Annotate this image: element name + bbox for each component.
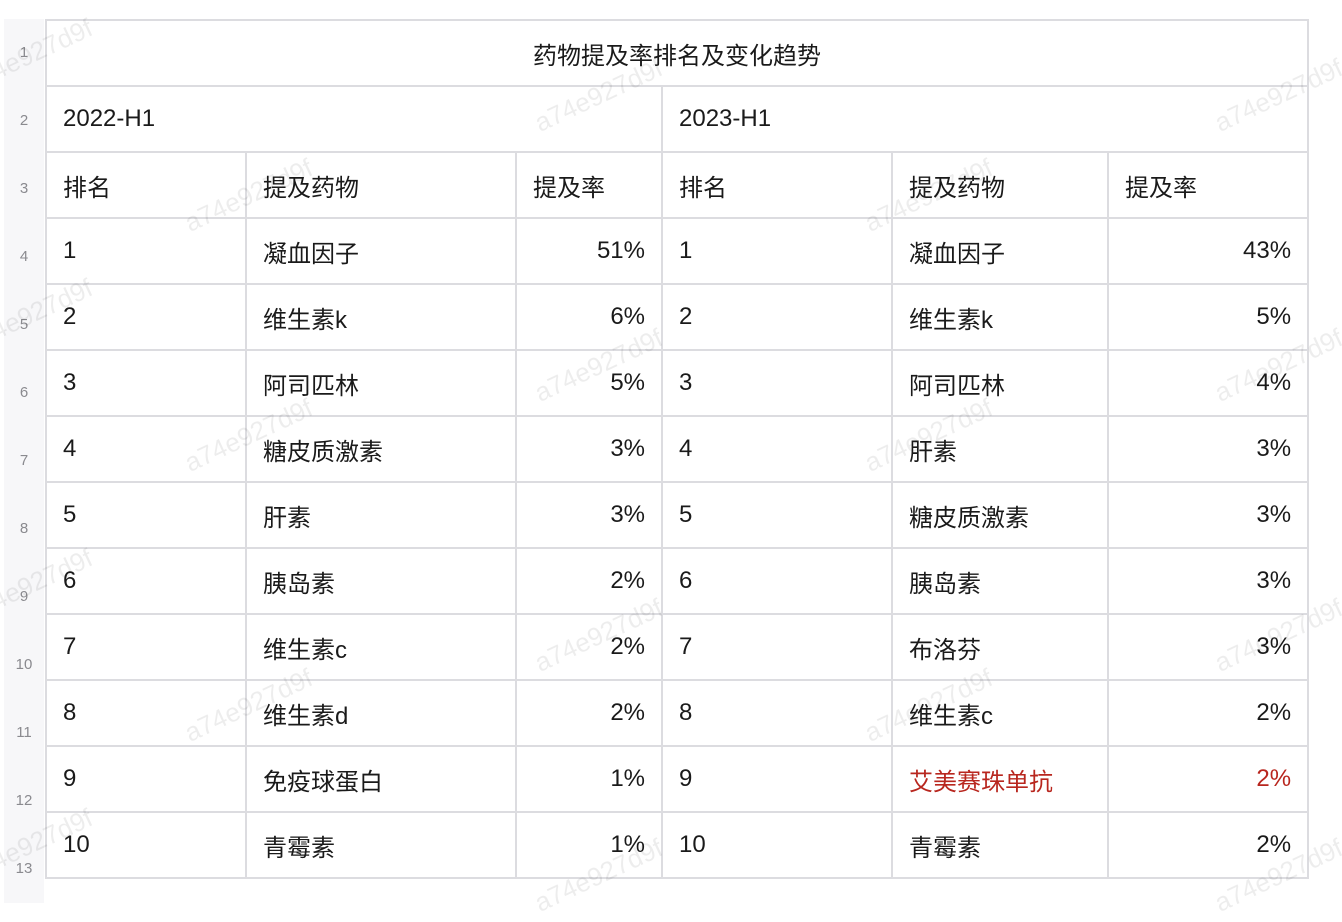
drug-mention-table: 药物提及率排名及变化趋势 2022-H1 2023-H1 排名 提及药物 提及率…: [44, 19, 1310, 879]
row-number[interactable]: 13: [15, 860, 33, 877]
cell-rank[interactable]: 3: [661, 349, 893, 417]
row-number[interactable]: 10: [15, 656, 33, 673]
header-rate[interactable]: 提及率: [515, 151, 663, 219]
cell-rate[interactable]: 2%: [515, 547, 663, 615]
period-2022[interactable]: 2022-H1: [45, 85, 663, 153]
table-title[interactable]: 药物提及率排名及变化趋势: [44, 19, 1310, 87]
cell-drug[interactable]: 青霉素: [245, 811, 517, 879]
cell-rank[interactable]: 8: [45, 679, 247, 747]
row-number[interactable]: 4: [19, 248, 29, 265]
cell-rate[interactable]: 43%: [1106, 217, 1310, 285]
header-rank[interactable]: 排名: [45, 151, 247, 219]
cell-rate[interactable]: 2%: [515, 613, 663, 681]
cell-rank[interactable]: 6: [661, 547, 893, 615]
cell-rank[interactable]: 3: [45, 349, 247, 417]
table-row: 8 维生素d 2% 8 维生素c 2%: [45, 679, 1310, 747]
cell-drug[interactable]: 维生素k: [891, 283, 1109, 351]
cell-rate[interactable]: 3%: [1106, 415, 1310, 483]
cell-rank[interactable]: 9: [45, 745, 247, 813]
cell-rate[interactable]: 51%: [515, 217, 663, 285]
cell-drug[interactable]: 维生素d: [245, 679, 517, 747]
cell-rate[interactable]: 5%: [1106, 283, 1310, 351]
cell-rank[interactable]: 10: [661, 811, 893, 879]
cell-drug[interactable]: 肝素: [245, 481, 517, 549]
cell-rate[interactable]: 3%: [515, 481, 663, 549]
cell-rate[interactable]: 3%: [1106, 481, 1310, 549]
cell-drug[interactable]: 布洛芬: [891, 613, 1109, 681]
row-number[interactable]: 7: [19, 452, 29, 469]
cell-drug[interactable]: 维生素c: [245, 613, 517, 681]
cell-rate[interactable]: 3%: [515, 415, 663, 483]
table-row: 7 维生素c 2% 7 布洛芬 3%: [45, 613, 1310, 681]
cell-drug[interactable]: 阿司匹林: [891, 349, 1109, 417]
table-row: 10 青霉素 1% 10 青霉素 2%: [45, 811, 1310, 879]
row-number[interactable]: 1: [19, 44, 29, 61]
row-number[interactable]: 12: [15, 792, 33, 809]
row-number[interactable]: 9: [19, 588, 29, 605]
row-number[interactable]: 3: [19, 180, 29, 197]
cell-rate[interactable]: 3%: [1106, 547, 1310, 615]
cell-rate[interactable]: 3%: [1106, 613, 1310, 681]
cell-rank[interactable]: 1: [45, 217, 247, 285]
cell-drug[interactable]: 肝素: [891, 415, 1109, 483]
cell-rank[interactable]: 5: [661, 481, 893, 549]
cell-rate[interactable]: 5%: [515, 349, 663, 417]
cell-rank[interactable]: 9: [661, 745, 893, 813]
cell-rate[interactable]: 1%: [515, 811, 663, 879]
header-drug[interactable]: 提及药物: [245, 151, 517, 219]
row-number-column: 1 2 3 4 5 6 7 8 9 10 11 12 13: [4, 19, 44, 903]
cell-drug[interactable]: 糖皮质激素: [245, 415, 517, 483]
cell-drug[interactable]: 胰岛素: [891, 547, 1109, 615]
table-row: 5 肝素 3% 5 糖皮质激素 3%: [45, 481, 1310, 549]
cell-rank[interactable]: 10: [45, 811, 247, 879]
row-number[interactable]: 5: [19, 316, 29, 333]
table-row: 1 凝血因子 51% 1 凝血因子 43%: [45, 217, 1310, 285]
table-row: 2 维生素k 6% 2 维生素k 5%: [45, 283, 1310, 351]
cell-rank[interactable]: 2: [45, 283, 247, 351]
cell-drug[interactable]: 艾美赛珠单抗: [891, 745, 1109, 813]
cell-rate[interactable]: 4%: [1106, 349, 1310, 417]
cell-drug[interactable]: 免疫球蛋白: [245, 745, 517, 813]
table-row: 9 免疫球蛋白 1% 9 艾美赛珠单抗 2%: [45, 745, 1310, 813]
cell-rank[interactable]: 5: [45, 481, 247, 549]
cell-rate[interactable]: 1%: [515, 745, 663, 813]
cell-rate[interactable]: 2%: [1106, 745, 1310, 813]
header-rank[interactable]: 排名: [661, 151, 893, 219]
cell-drug[interactable]: 凝血因子: [245, 217, 517, 285]
row-number[interactable]: 11: [16, 724, 32, 741]
header-drug[interactable]: 提及药物: [891, 151, 1109, 219]
cell-drug[interactable]: 青霉素: [891, 811, 1109, 879]
header-rate[interactable]: 提及率: [1106, 151, 1310, 219]
cell-rank[interactable]: 6: [45, 547, 247, 615]
table-row: 4 糖皮质激素 3% 4 肝素 3%: [45, 415, 1310, 483]
header-row: 排名 提及药物 提及率 排名 提及药物 提及率: [45, 151, 1310, 219]
cell-rank[interactable]: 2: [661, 283, 893, 351]
cell-rate[interactable]: 2%: [1106, 811, 1310, 879]
cell-rate[interactable]: 6%: [515, 283, 663, 351]
cell-drug[interactable]: 维生素k: [245, 283, 517, 351]
row-number[interactable]: 2: [19, 112, 29, 129]
cell-rank[interactable]: 7: [661, 613, 893, 681]
row-number[interactable]: 8: [19, 520, 29, 537]
cell-rank[interactable]: 4: [661, 415, 893, 483]
cell-drug[interactable]: 阿司匹林: [245, 349, 517, 417]
cell-drug[interactable]: 胰岛素: [245, 547, 517, 615]
cell-drug[interactable]: 糖皮质激素: [891, 481, 1109, 549]
cell-rank[interactable]: 4: [45, 415, 247, 483]
row-number[interactable]: 6: [19, 384, 29, 401]
cell-rate[interactable]: 2%: [515, 679, 663, 747]
cell-rank[interactable]: 8: [661, 679, 893, 747]
period-row: 2022-H1 2023-H1: [45, 85, 1310, 153]
cell-drug[interactable]: 维生素c: [891, 679, 1109, 747]
cell-rank[interactable]: 7: [45, 613, 247, 681]
cell-rate[interactable]: 2%: [1106, 679, 1310, 747]
cell-drug[interactable]: 凝血因子: [891, 217, 1109, 285]
table-row: 3 阿司匹林 5% 3 阿司匹林 4%: [45, 349, 1310, 417]
period-2023[interactable]: 2023-H1: [660, 85, 1310, 153]
cell-rank[interactable]: 1: [661, 217, 893, 285]
title-row: 药物提及率排名及变化趋势: [44, 19, 1310, 87]
table-row: 6 胰岛素 2% 6 胰岛素 3%: [45, 547, 1310, 615]
